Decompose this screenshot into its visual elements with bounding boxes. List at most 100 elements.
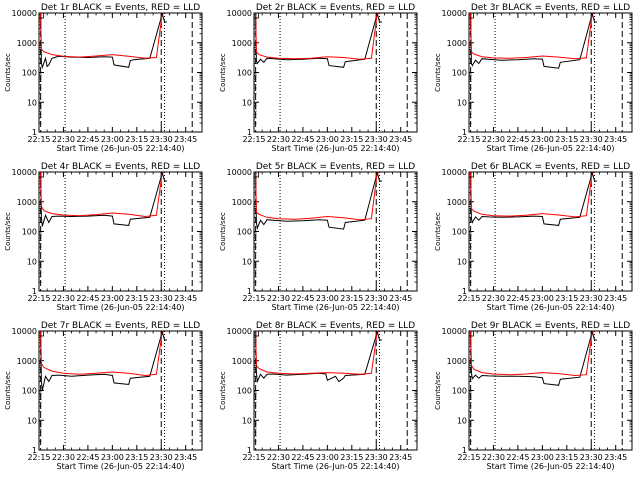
- chart-panel-2: Det 2r BLACK = Events, RED = LLD 1 10 100 10…: [219, 3, 418, 153]
- x-tick-label: 23:45: [174, 453, 197, 462]
- y-tick-label: 10: [27, 416, 37, 425]
- y-tick-label: 100: [452, 387, 467, 396]
- y-axis-label: Counts/sec: [4, 53, 12, 92]
- y-tick-label: 10000: [12, 327, 37, 336]
- x-tick-label: 22:45: [506, 453, 529, 462]
- y-axis-label: Counts/sec: [434, 371, 442, 410]
- y-axis-label: Counts/sec: [434, 53, 442, 92]
- x-tick-label: 23:30: [580, 294, 603, 303]
- chart-title: Det 6r BLACK = Events, RED = LLD: [471, 162, 630, 172]
- x-tick-label: 22:30: [482, 453, 505, 462]
- y-tick-label: 1000: [232, 39, 252, 48]
- plot-area: [469, 172, 623, 291]
- saturation-marker: [469, 331, 475, 337]
- y-tick-label: 100: [22, 69, 37, 78]
- saturation-marker: [39, 331, 45, 337]
- y-tick-label: 100: [237, 69, 252, 78]
- x-tick-label: 23:30: [150, 453, 173, 462]
- y-tick-label: 10: [457, 98, 467, 107]
- y-tick-label: 10: [242, 98, 252, 107]
- plot-area: [39, 331, 193, 450]
- y-tick-label: 10: [457, 416, 467, 425]
- y-tick-label: 100: [452, 69, 467, 78]
- plot-area: [254, 331, 408, 450]
- y-tick-label: 1: [247, 128, 252, 137]
- y-axis-label: Counts/sec: [219, 371, 227, 410]
- series-lld: [255, 172, 380, 221]
- x-tick-label: 22:45: [76, 294, 99, 303]
- x-tick-label: 22:15: [242, 294, 265, 303]
- chart-title: Det 1r BLACK = Events, RED = LLD: [41, 3, 200, 13]
- plot-frame: [468, 12, 633, 133]
- x-tick-label: 23:00: [101, 294, 124, 303]
- y-tick-label: 10000: [442, 168, 467, 177]
- y-tick-label: 10000: [442, 327, 467, 336]
- chart-title: Det 9r BLACK = Events, RED = LLD: [471, 321, 630, 331]
- x-tick-label: 22:45: [291, 453, 314, 462]
- series-events-spike: [375, 331, 382, 341]
- y-tick-label: 1: [32, 446, 37, 455]
- series-events: [470, 331, 595, 386]
- chart-panel-8: Det 8r BLACK = Events, RED = LLD 1 10 100 10…: [219, 321, 418, 471]
- chart-title: Det 5r BLACK = Events, RED = LLD: [256, 162, 415, 172]
- series-events-spike: [375, 13, 382, 23]
- y-tick-label: 1000: [17, 39, 37, 48]
- y-tick-label: 1000: [447, 198, 467, 207]
- x-tick-label: 22:45: [506, 135, 529, 144]
- y-tick-label: 10000: [227, 327, 252, 336]
- y-tick-label: 10000: [227, 168, 252, 177]
- x-tick-label: 23:00: [531, 453, 554, 462]
- x-axis-label: Start Time (26-Jun-05 22:14:40): [487, 303, 615, 312]
- x-axis-label: Start Time (26-Jun-05 22:14:40): [272, 303, 400, 312]
- saturation-marker: [254, 172, 260, 178]
- x-tick-label: 23:30: [365, 453, 388, 462]
- plot-area: [39, 13, 193, 132]
- x-tick-label: 23:00: [531, 135, 554, 144]
- plot-frame: [468, 330, 633, 451]
- y-tick-label: 10000: [442, 9, 467, 18]
- x-tick-label: 22:15: [242, 135, 265, 144]
- x-axis-label: Start Time (26-Jun-05 22:14:40): [272, 144, 400, 153]
- x-tick-label: 23:45: [389, 135, 412, 144]
- y-tick-label: 100: [452, 228, 467, 237]
- y-tick-label: 1: [247, 446, 252, 455]
- x-axis-label: Start Time (26-Jun-05 22:14:40): [272, 462, 400, 471]
- x-tick-label: 23:00: [316, 453, 339, 462]
- x-tick-label: 23:15: [555, 135, 578, 144]
- plot-area: [39, 172, 193, 291]
- x-tick-label: 23:00: [316, 135, 339, 144]
- plot-frame: [38, 171, 203, 292]
- x-tick-label: 22:45: [291, 135, 314, 144]
- plot-area: [254, 13, 408, 132]
- x-tick-label: 23:45: [604, 453, 627, 462]
- x-tick-label: 23:00: [101, 135, 124, 144]
- x-tick-label: 23:15: [125, 294, 148, 303]
- x-tick-label: 22:45: [76, 135, 99, 144]
- saturation-marker: [254, 331, 260, 337]
- x-tick-label: 22:15: [27, 294, 50, 303]
- y-axis-label: Counts/sec: [4, 371, 12, 410]
- x-tick-label: 23:30: [365, 294, 388, 303]
- y-tick-label: 1000: [232, 198, 252, 207]
- chart-title: Det 4r BLACK = Events, RED = LLD: [41, 162, 200, 172]
- y-axis-label: Counts/sec: [219, 53, 227, 92]
- plot-frame: [253, 330, 418, 451]
- series-events: [40, 331, 165, 391]
- x-tick-label: 23:15: [340, 135, 363, 144]
- series-lld: [40, 172, 165, 218]
- x-tick-label: 22:15: [27, 135, 50, 144]
- plot-area: [469, 331, 623, 450]
- series-events: [255, 13, 380, 68]
- x-tick-label: 22:45: [506, 294, 529, 303]
- x-axis-label: Start Time (26-Jun-05 22:14:40): [487, 462, 615, 471]
- x-tick-label: 22:15: [242, 453, 265, 462]
- y-axis-label: Counts/sec: [4, 212, 12, 251]
- saturation-marker: [39, 13, 45, 19]
- chart-panel-7: Det 7r BLACK = Events, RED = LLD 1 10 100 10…: [4, 321, 203, 471]
- x-tick-label: 22:30: [52, 294, 75, 303]
- series-events: [40, 172, 165, 227]
- y-tick-label: 10: [457, 257, 467, 266]
- saturation-marker: [469, 172, 475, 178]
- x-tick-label: 23:15: [340, 294, 363, 303]
- x-tick-label: 23:45: [174, 135, 197, 144]
